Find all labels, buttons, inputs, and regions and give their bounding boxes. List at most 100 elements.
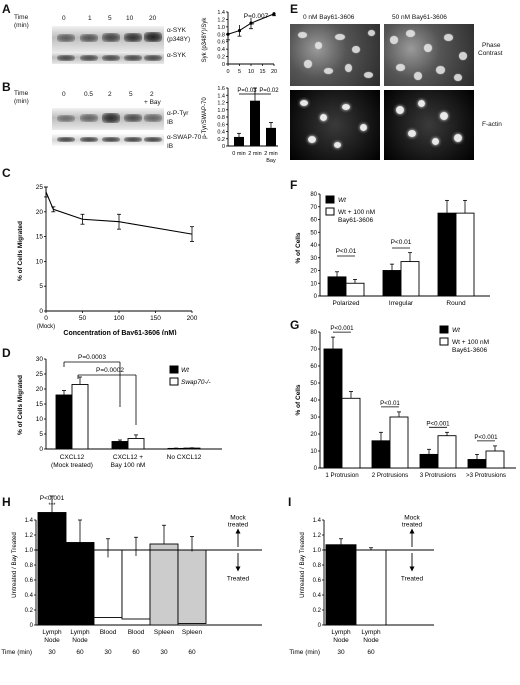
panel-a-time-3: 10 <box>126 15 134 22</box>
panel-b-bar <box>234 136 244 146</box>
panel-b-y-tick-label: 0.4 <box>217 130 225 136</box>
panel-b-y-tick-label: 1.6 <box>217 86 225 92</box>
panel-e-col-label-2: 50 nM Bay61-3606 <box>392 14 447 21</box>
panel-i-y-tick-label: 0.4 <box>313 593 322 599</box>
panel-g-letter: G <box>290 318 300 332</box>
panel-i-time-label: Time (min) <box>289 649 320 656</box>
panel-b-x-label: 0 min <box>232 151 245 157</box>
panel-f-legend-bay-2: Bay61-3606 <box>338 217 373 224</box>
panel-g-bar-bay <box>485 450 505 469</box>
panel-c-x-tick-label: 100 <box>114 315 125 322</box>
panel-d-bar-swap70 <box>127 438 145 450</box>
panel-g-y-tick-label: 80 <box>310 330 317 336</box>
panel-d-y-tick-label: 10 <box>36 416 44 423</box>
panel-g-bar-wt <box>467 459 487 469</box>
panel-d-category-label: Bay 100 nM <box>111 462 146 469</box>
panel-d-legend-swap70: Swap70-/- <box>181 379 211 386</box>
panel-a-y-tick-label: 1.0 <box>217 25 225 31</box>
panel-h-bar <box>37 512 67 626</box>
panel-i-y-tick-label: 0.2 <box>313 608 322 614</box>
panel-b-y-tick-label: 1.2 <box>217 101 225 107</box>
panel-a-x-tick-label: 10 <box>248 69 254 75</box>
panel-g-p-value: P<0.001 <box>474 434 498 441</box>
panel-h-bar <box>121 549 151 620</box>
panel-f-y-tick-label: 30 <box>310 256 317 262</box>
panel-h-category-label: Lymph <box>42 629 62 636</box>
panel-d-category-label: CXCL12 + <box>113 454 143 461</box>
f-actin-image-control <box>290 90 380 160</box>
panel-f-y-tick-label: 70 <box>310 205 317 211</box>
panel-g-legend-swatch-wt <box>439 325 449 334</box>
panel-f-bar-bay <box>455 212 475 297</box>
panel-h-time-value: 60 <box>132 649 140 656</box>
panel-f-y-tick-label: 60 <box>310 218 317 224</box>
panel-g-y-tick-label: 10 <box>310 449 317 455</box>
panel-h-y-tick-label: 0.2 <box>25 608 34 614</box>
panel-a-y-tick-label: 0.6 <box>217 40 225 46</box>
panel-f-category-label: Round <box>446 300 466 307</box>
panel-d-y-label: % of Cells Migrated <box>17 375 24 435</box>
panel-h-y-tick-label: 0.4 <box>25 593 34 599</box>
panel-g-category-label: >3 Protrusions <box>466 472 506 479</box>
panel-a-x-tick-label: 0 <box>226 69 229 75</box>
panel-a-blot-top <box>52 26 164 52</box>
panel-c-y-tick-label: 10 <box>36 258 44 265</box>
panel-c-y-label: % of Cells Migrated <box>17 221 24 281</box>
panel-h-y-label: Untreated / Bay Treated <box>11 532 18 598</box>
panel-b-bay-label: + Bay <box>144 99 161 106</box>
panel-b-blot-label-4: IB <box>167 143 174 150</box>
panel-d-legend-swatch-swap70 <box>169 377 179 386</box>
f-actin-image-bay <box>384 90 474 160</box>
panel-a-y-tick-label: 1.2 <box>217 17 225 23</box>
panel-d-p-value-2: P=0.0002 <box>96 367 124 374</box>
panel-i-category-label: Lymph <box>331 629 351 636</box>
panel-h-arrow-up-head <box>235 528 241 534</box>
panel-a-p-value: P=0.007 <box>244 13 269 20</box>
panel-d-letter: D <box>2 346 11 360</box>
panel-g-y-tick-label: 60 <box>310 364 317 370</box>
panel-f-category-label: Polarized <box>332 300 359 307</box>
panel-h-time-value: 30 <box>104 649 112 656</box>
panel-c-mock-note: (Mock) <box>37 324 55 330</box>
panel-a-significance: ** <box>250 23 255 29</box>
panel-i-bar <box>355 549 387 626</box>
panel-h-bar <box>177 549 207 624</box>
panel-a-time-unit: (min) <box>14 22 29 29</box>
phase-contrast-image-control <box>290 24 380 86</box>
panel-f-category-label: Irregular <box>389 300 414 307</box>
panel-d-category-label: No CXCL12 <box>167 454 202 461</box>
panel-a-time-1: 1 <box>88 15 92 22</box>
phase-contrast-image-bay <box>384 24 474 86</box>
panel-a-letter: A <box>2 2 11 16</box>
panel-h-category-label: Node <box>72 637 88 644</box>
panel-f-bar-wt <box>327 276 347 297</box>
panel-f-legend-bay: Wt + 100 nM <box>338 209 375 216</box>
panel-d-y-tick-label: 5 <box>39 431 43 438</box>
panel-f-p-value-1: P<0.01 <box>336 248 357 255</box>
panel-h-time-label: Time (min) <box>1 649 32 656</box>
panel-b-bar <box>266 127 276 146</box>
panel-a-blot-label-3: α-SYK <box>167 52 186 59</box>
panel-a-y-label: Syk (p348Y)/Syk <box>202 17 208 63</box>
panel-i-arrow-label-bay: Treated <box>401 576 424 583</box>
panel-d-y-tick-label: 0 <box>39 446 43 453</box>
panel-i-y-tick-label: 1.0 <box>313 548 322 554</box>
panel-a-time-0: 0 <box>62 15 66 22</box>
panel-e-col-label-1: 0 nM Bay61-3606 <box>303 14 355 21</box>
panel-c-chart: 0 5 10 15 20 25 0 50 100 150 200 (Mock) Concentratio… <box>17 184 198 335</box>
panel-f-letter: F <box>290 178 298 192</box>
panel-h-arrow-label-mock: Mock <box>230 515 246 522</box>
panel-d-legend-swatch-wt <box>169 365 179 374</box>
panel-a-time-label: Time <box>14 14 29 21</box>
panel-a-blot-label-2: (p348Y) <box>167 36 191 43</box>
panel-g-legend-swatch-bay <box>439 337 449 346</box>
panel-f-y-tick-label: 50 <box>310 230 317 236</box>
panel-g-legend-wt: Wt <box>452 327 461 334</box>
panel-h-time-value: 30 <box>48 649 56 656</box>
panel-h-arrow-label-bay: Treated <box>227 576 250 583</box>
panel-h-p-value: P<0.001 <box>40 495 65 502</box>
panel-c-y-tick-label: 25 <box>36 184 44 191</box>
panel-b-y-tick-label: 1.4 <box>217 93 225 99</box>
panel-b-blot-label-2: IB <box>167 119 174 126</box>
